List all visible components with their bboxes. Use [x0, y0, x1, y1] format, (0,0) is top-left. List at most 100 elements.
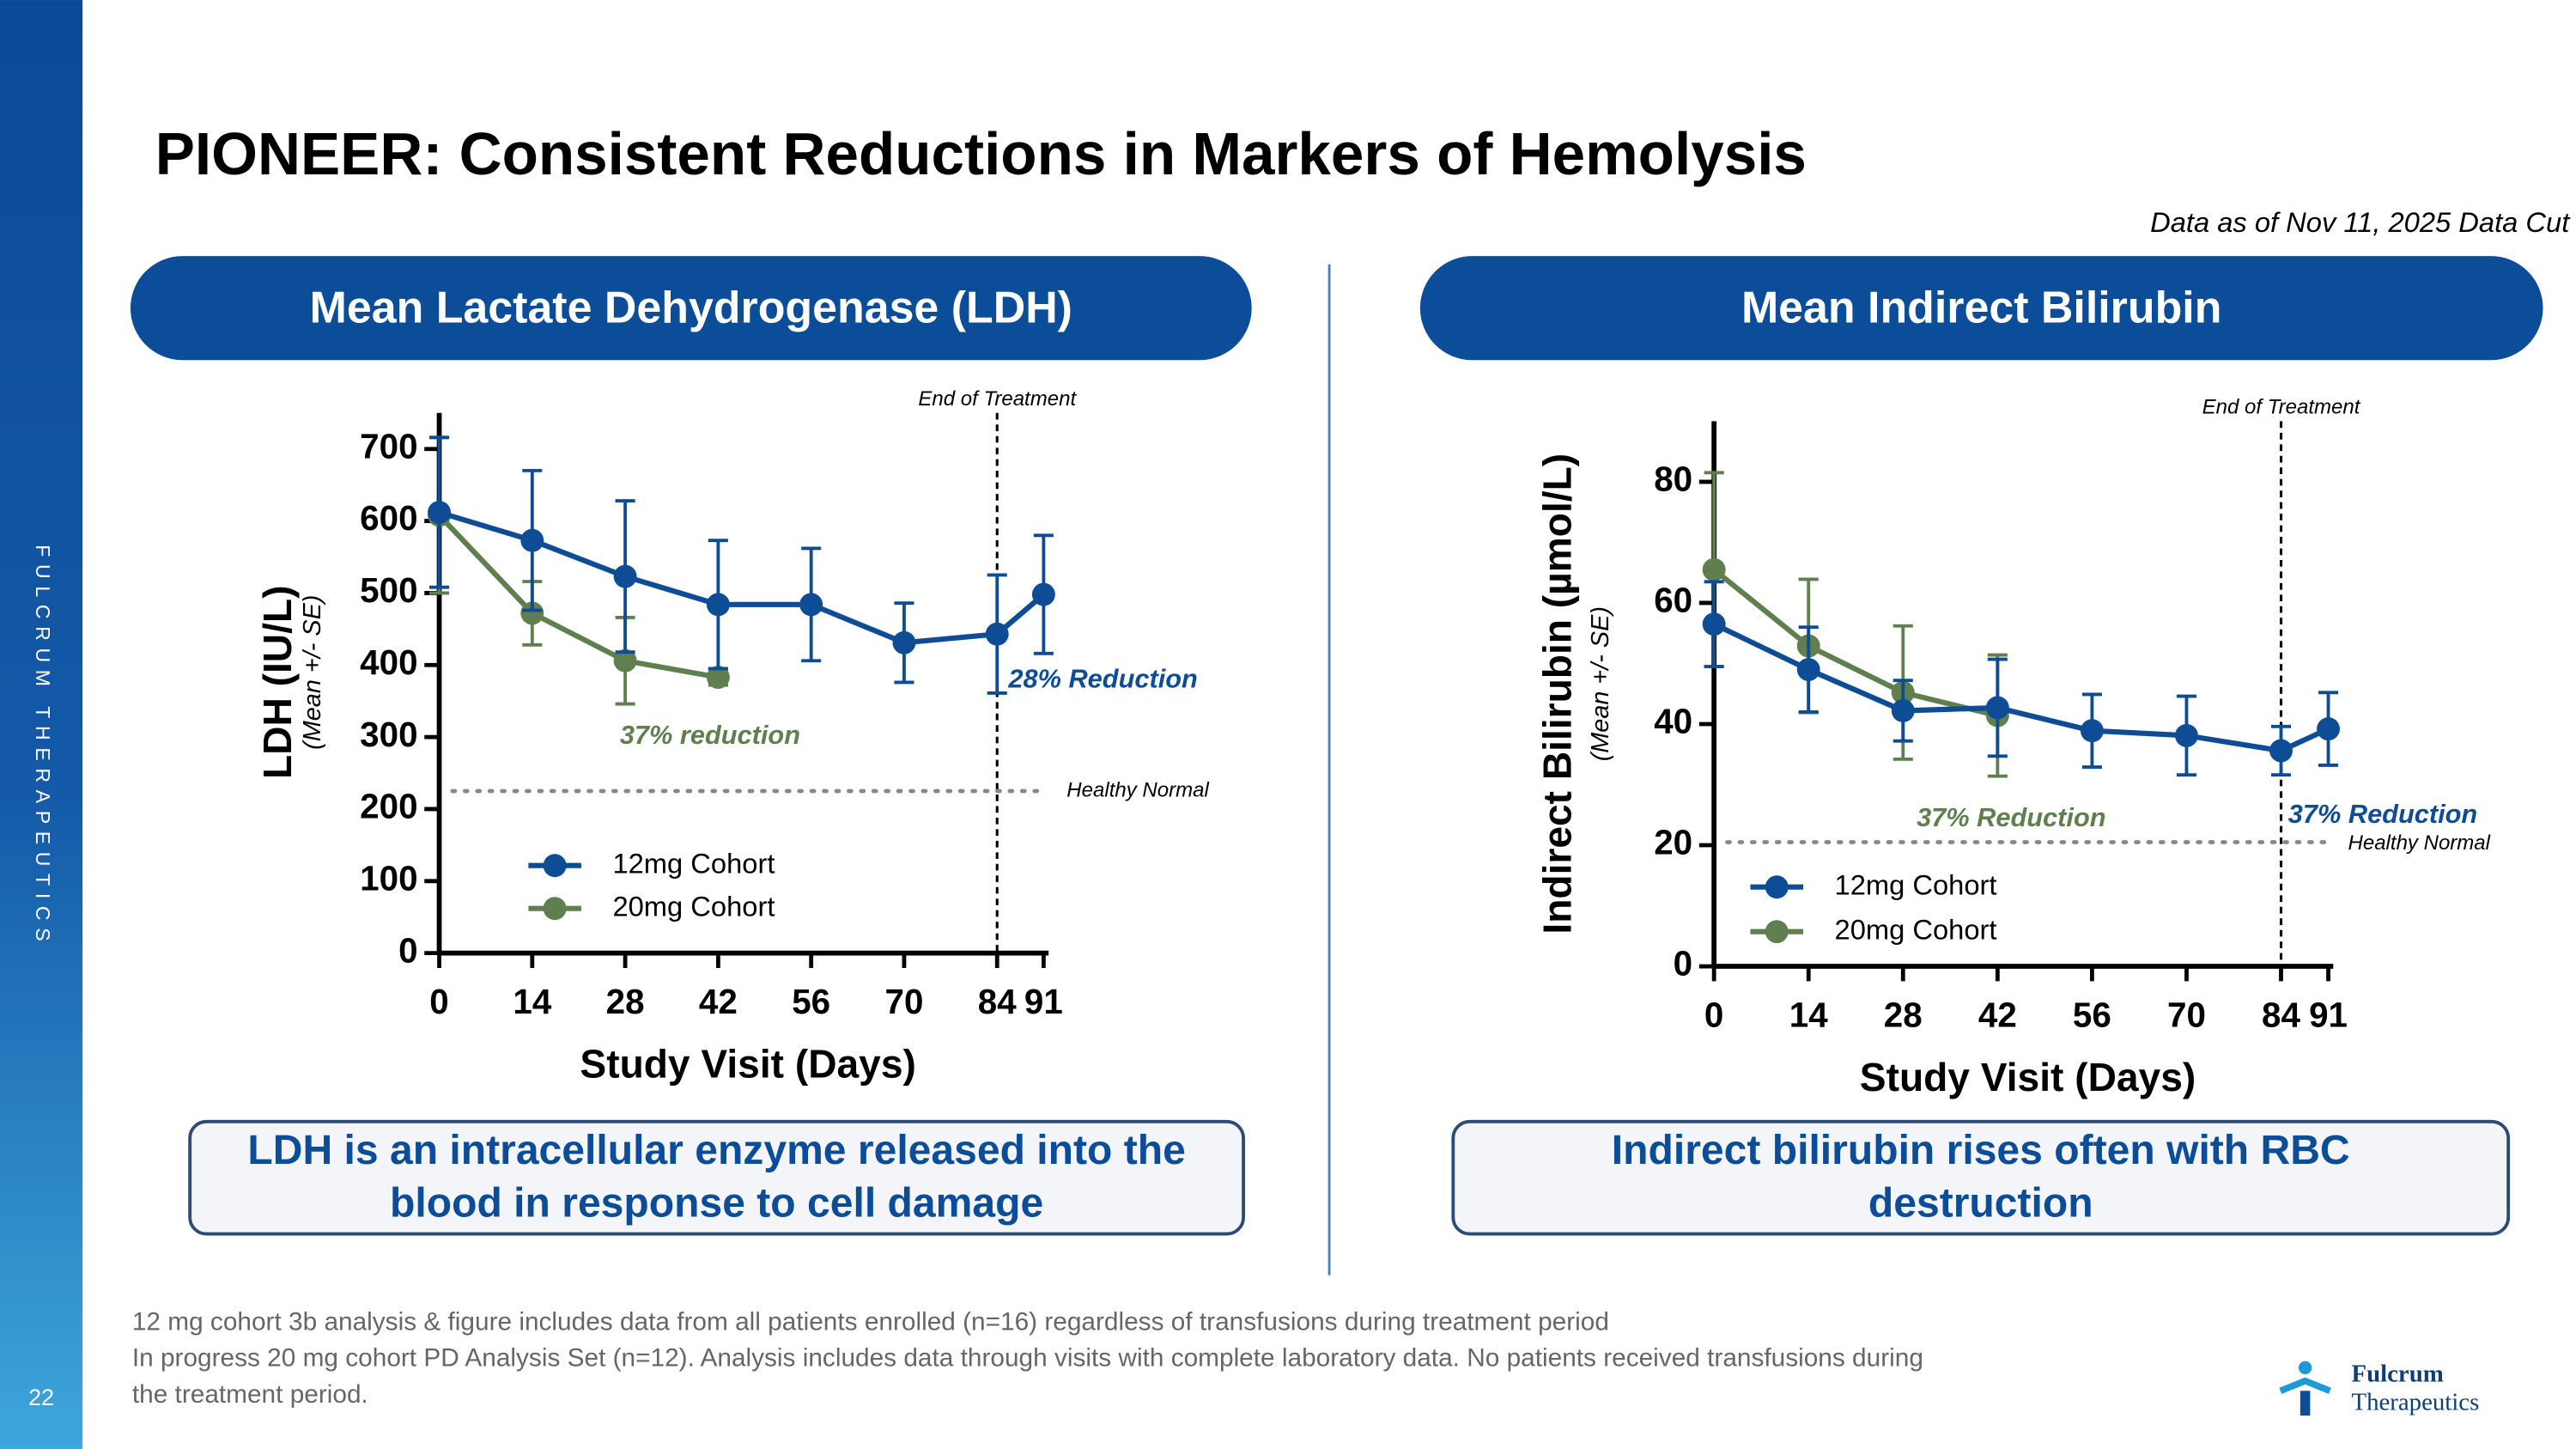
caption-text: blood in response to cell damage — [390, 1180, 1043, 1227]
caption-text: destruction — [1868, 1180, 2093, 1227]
healthy-normal-label: Healthy Normal — [1066, 779, 1209, 802]
data-point — [1702, 612, 1726, 636]
legend-marker — [543, 897, 567, 921]
y-tick-label: 300 — [360, 715, 417, 754]
footnote: the treatment period. — [132, 1380, 368, 1409]
x-tick-label: 56 — [2073, 995, 2111, 1034]
data-point — [799, 593, 823, 617]
y-axis-label: Indirect Bilirubin (µmol/L) — [1534, 454, 1579, 935]
x-tick-label: 84 — [2262, 995, 2300, 1034]
y-tick-label: 20 — [1654, 823, 1692, 862]
x-tick-label: 91 — [2309, 995, 2348, 1034]
y-tick-label: 600 — [360, 498, 417, 538]
y-tick-label: 100 — [360, 858, 417, 898]
page-number: 22 — [28, 1385, 54, 1410]
x-tick-label: 70 — [2167, 995, 2206, 1034]
y-tick-label: 400 — [360, 642, 417, 682]
chart-title: Mean Lactate Dehydrogenase (LDH) — [310, 283, 1072, 332]
y-tick-label: 200 — [360, 787, 417, 826]
data-point — [892, 630, 916, 654]
y-tick-label: 60 — [1654, 581, 1692, 620]
series-line — [437, 513, 719, 680]
data-point — [2080, 719, 2104, 743]
legend-label: 12mg Cohort — [612, 847, 775, 879]
y-axis-label: LDH (IU/L) — [255, 586, 300, 780]
data-point — [613, 648, 637, 673]
legend-marker — [543, 854, 567, 878]
series-line — [438, 509, 1046, 646]
x-tick-label: 42 — [699, 982, 738, 1021]
footnote: In progress 20 mg cohort PD Analysis Set… — [132, 1344, 1923, 1373]
series-line — [1712, 567, 1999, 719]
y-tick-label: 700 — [360, 426, 417, 466]
y-tick-label: 0 — [398, 930, 417, 970]
data-point — [428, 501, 451, 524]
data-point — [985, 622, 1009, 646]
x-axis-label: Study Visit (Days) — [580, 1042, 915, 1087]
data-point — [706, 666, 730, 689]
caption-box — [1451, 1119, 2511, 1236]
chart-title: Mean Indirect Bilirubin — [1741, 283, 2222, 332]
healthy-normal-label: Healthy Normal — [2348, 831, 2491, 855]
data-point — [1702, 557, 1726, 581]
y-axis-sublabel: (Mean +/- SE) — [299, 595, 326, 750]
caption-text: Indirect bilirubin rises often with RBC — [1612, 1127, 2350, 1173]
end-of-treatment-label: End of Treatment — [918, 387, 1077, 411]
data-point — [1796, 658, 1820, 681]
end-of-treatment-label: End of Treatment — [2202, 395, 2361, 418]
chart-header — [1419, 256, 2543, 361]
footnote: 12 mg cohort 3b analysis & figure includ… — [132, 1307, 1609, 1336]
x-tick-label: 0 — [1704, 995, 1723, 1034]
data-point — [520, 528, 544, 552]
data-point — [613, 564, 637, 588]
x-tick-label: 28 — [1884, 995, 1923, 1034]
sidebar — [0, 0, 83, 1449]
x-tick-label: 56 — [792, 982, 830, 1021]
annotation: 28% Reduction — [1007, 663, 1197, 693]
annotation: 37% Reduction — [2288, 799, 2477, 829]
x-tick-label: 14 — [1789, 995, 1828, 1034]
data-point — [2269, 739, 2293, 763]
x-axis-label: Study Visit (Days) — [1860, 1055, 2196, 1099]
data-point — [2174, 723, 2198, 747]
x-tick-label: 70 — [884, 982, 923, 1021]
chart: Mean Indirect Bilirubin 0 20 40 60 80 0 14 28 42 5… — [1419, 256, 2543, 1236]
x-tick-label: 84 — [978, 982, 1017, 1021]
logo-text: Therapeutics — [2351, 1388, 2479, 1416]
legend-marker — [1765, 875, 1789, 899]
y-tick-label: 0 — [1674, 944, 1692, 983]
legend-label: 20mg Cohort — [612, 890, 775, 922]
x-tick-label: 0 — [429, 982, 448, 1021]
data-point — [1031, 582, 1055, 606]
x-tick-label: 91 — [1024, 982, 1063, 1021]
y-tick-label: 500 — [360, 570, 417, 610]
y-tick-label: 80 — [1654, 460, 1692, 499]
series-line — [1712, 621, 2330, 754]
data-point — [1985, 696, 2009, 720]
data-point — [706, 593, 730, 617]
annotation: 37% reduction — [620, 720, 800, 750]
chart: Mean Lactate Dehydrogenase (LDH) 0 100 200 3… — [130, 256, 1252, 1236]
data-point — [2317, 717, 2340, 741]
logo-text: Fulcrum — [2351, 1361, 2443, 1388]
data-point — [1891, 699, 1915, 722]
caption-box — [188, 1119, 1245, 1236]
annotation: 37% Reduction — [1917, 802, 2105, 832]
x-tick-label: 28 — [606, 982, 645, 1021]
legend-label: 12mg Cohort — [1835, 868, 1997, 900]
sidebar-text: FULCRUM THERAPEUTICS — [32, 545, 54, 948]
x-tick-label: 42 — [1978, 995, 2017, 1034]
legend-label: 20mg Cohort — [1835, 913, 1997, 945]
legend-marker — [1765, 920, 1789, 944]
chart-header — [130, 256, 1252, 361]
y-axis-sublabel: (Mean +/- SE) — [1587, 606, 1614, 761]
y-tick-label: 40 — [1654, 702, 1692, 741]
x-tick-label: 14 — [513, 982, 551, 1021]
logo: Fulcrum Therapeutics — [2279, 1361, 2479, 1416]
caption-text: LDH is an intracellular enzyme released … — [247, 1127, 1185, 1173]
data-note: Data as of Nov 11, 2025 Data Cut — [2150, 206, 2571, 238]
slide-title: PIONEER: Consistent Reductions in Marker… — [155, 120, 1807, 187]
data-point — [520, 601, 544, 625]
